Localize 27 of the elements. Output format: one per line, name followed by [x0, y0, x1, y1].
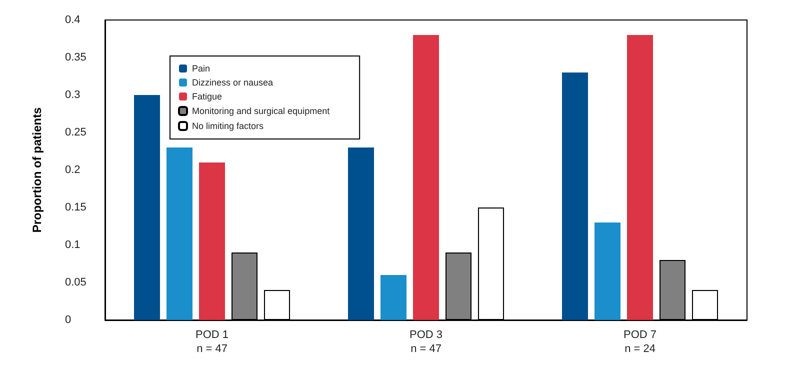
legend-label: Dizziness or nausea	[192, 78, 274, 88]
x-tick-label: POD 1 n = 47	[195, 329, 229, 355]
bar	[562, 72, 588, 320]
bar	[413, 35, 439, 320]
legend-label: Fatigue	[192, 92, 222, 102]
bar	[199, 162, 225, 320]
bar	[594, 222, 620, 320]
bar	[380, 275, 406, 320]
legend-label: No limiting factors	[192, 121, 264, 131]
y-tick-label: 0.15	[65, 202, 86, 214]
y-tick-label: 0.2	[65, 164, 80, 176]
y-tick-label: 0.05	[65, 276, 86, 288]
legend-label: Pain	[192, 64, 210, 74]
x-tick-label: POD 7 n = 24	[623, 329, 657, 355]
bar	[627, 35, 653, 320]
bar	[166, 148, 192, 320]
y-tick-label: 0.3	[65, 89, 80, 101]
y-tick-label: 0	[65, 314, 72, 326]
y-tick-label: 0.4	[65, 14, 80, 26]
x-tick-label: POD 3 n = 47	[409, 329, 443, 355]
bar	[134, 95, 160, 320]
bar	[348, 148, 374, 320]
legend-label: Monitoring and surgical equipment	[192, 106, 330, 116]
y-tick-label: 0.35	[65, 52, 86, 64]
y-axis-title: Proportion of patients	[30, 107, 44, 233]
y-tick-label: 0.25	[65, 126, 86, 138]
y-tick-label: 0.1	[65, 239, 80, 251]
